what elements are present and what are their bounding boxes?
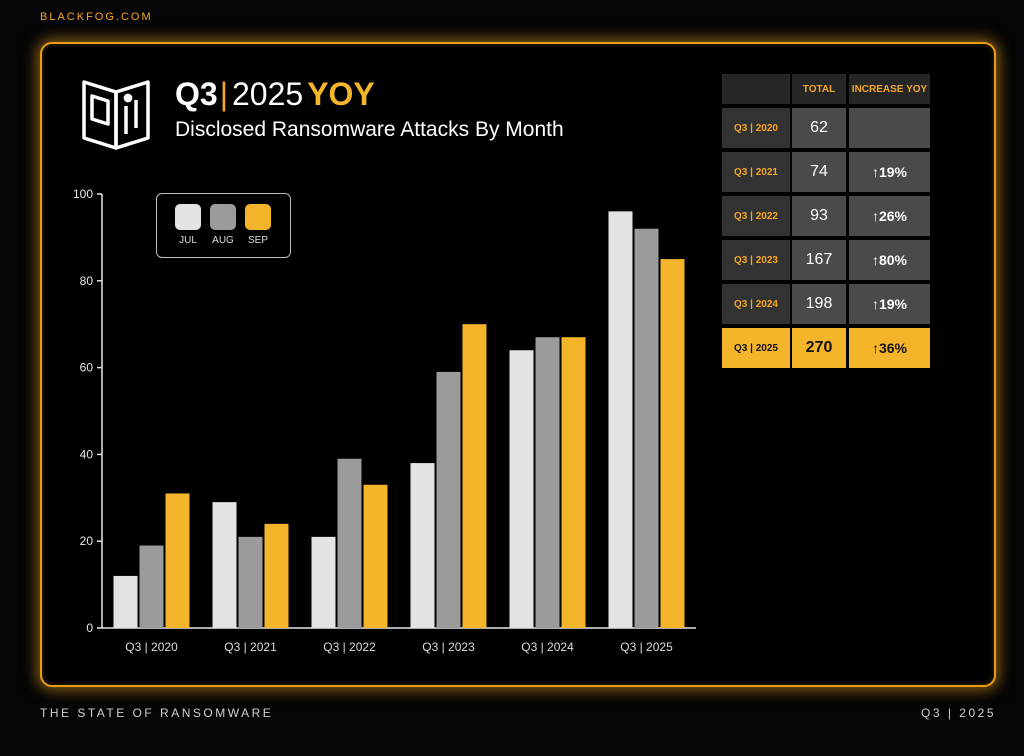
legend-label-sep: SEP: [247, 235, 268, 246]
x-tick-label: Q3 | 2020: [125, 640, 178, 654]
y-tick-label: 60: [80, 361, 94, 375]
x-tick-label: Q3 | 2021: [224, 640, 277, 654]
x-tick-label: Q3 | 2024: [521, 640, 574, 654]
legend-label-jul: JUL: [179, 235, 197, 246]
x-tick-label: Q3 | 2023: [422, 640, 475, 654]
title-year: 2025: [232, 76, 304, 112]
table-row-increase: ↑26%: [849, 196, 930, 236]
bar-jul: [113, 575, 138, 628]
title-quarter: Q3: [175, 76, 218, 112]
bar-chart: 0 20 40 60 80 100 Q3 | 2020 Q3 | 2021 Q3 | 2022 Q…: [73, 187, 696, 654]
title-separator: |: [219, 76, 228, 112]
chart-legend: JUL AUG SEP: [156, 193, 291, 258]
legend-swatch-sep: [245, 204, 271, 230]
footer-report-name: THE STATE OF RANSOMWARE: [40, 706, 274, 720]
y-tick-label: 40: [80, 447, 94, 461]
table-row-increase: ↑80%: [849, 240, 930, 280]
bar-jul: [212, 502, 237, 628]
bar-sep: [363, 484, 388, 628]
bar-sep: [165, 493, 190, 628]
table-row-total: 167: [792, 240, 846, 280]
x-tick-label: Q3 | 2025: [620, 640, 673, 654]
chart-subtitle: Disclosed Ransomware Attacks By Month: [175, 118, 564, 141]
legend-swatch-aug: [210, 204, 236, 230]
bar-jul: [608, 211, 633, 629]
bar-aug: [238, 536, 263, 628]
bar-sep: [462, 324, 487, 628]
table-row-total: 74: [792, 152, 846, 192]
legend-swatch-jul: [175, 204, 201, 230]
table-header-increase: INCREASE YOY: [849, 74, 930, 104]
legend-item-aug: AUG: [206, 204, 240, 246]
bar-sep: [264, 523, 289, 628]
bar-sep: [561, 337, 586, 628]
open-book-icon: [82, 80, 150, 150]
table-row-label-highlight: Q3 | 2025: [722, 328, 790, 368]
bar-aug: [634, 228, 659, 628]
table-row-total: 62: [792, 108, 846, 148]
brand-logo-text: BLACKFOG.COM: [40, 11, 153, 23]
y-tick-label: 20: [80, 534, 94, 548]
bar-aug: [535, 337, 560, 628]
y-tick-label: 80: [80, 274, 94, 288]
bar-jul: [410, 463, 435, 628]
table-row-increase: ↑19%: [849, 284, 930, 324]
legend-item-jul: JUL: [171, 204, 205, 246]
y-tick-label: 0: [86, 621, 93, 635]
bar-aug: [139, 545, 164, 628]
legend-label-aug: AUG: [212, 235, 234, 246]
table-row-total: 93: [792, 196, 846, 236]
table-row-label: Q3 | 2023: [722, 240, 790, 280]
page-title: Q3| 2025 YOY: [175, 76, 375, 113]
title-yoy: YOY: [307, 76, 375, 112]
table-row-label: Q3 | 2020: [722, 108, 790, 148]
table-row-increase: ↑19%: [849, 152, 930, 192]
table-row-total-highlight: 270: [792, 328, 846, 368]
y-tick-label: 100: [73, 187, 93, 201]
footer-period: Q3 | 2025: [921, 706, 996, 720]
table-row-label: Q3 | 2021: [722, 152, 790, 192]
table-row-increase-highlight: ↑36%: [849, 328, 930, 368]
bar-aug: [436, 371, 461, 628]
table-row-label: Q3 | 2024: [722, 284, 790, 324]
table-row-increase: [849, 108, 930, 148]
bar-sep: [660, 259, 685, 628]
legend-item-sep: SEP: [241, 204, 275, 246]
bar-jul: [311, 536, 336, 628]
table-row-label: Q3 | 2022: [722, 196, 790, 236]
table-row-total: 198: [792, 284, 846, 324]
table-header-blank: [722, 74, 790, 104]
x-tick-label: Q3 | 2022: [323, 640, 376, 654]
table-header-total: TOTAL: [792, 74, 846, 104]
bar-jul: [509, 350, 534, 628]
bar-aug: [337, 458, 362, 628]
